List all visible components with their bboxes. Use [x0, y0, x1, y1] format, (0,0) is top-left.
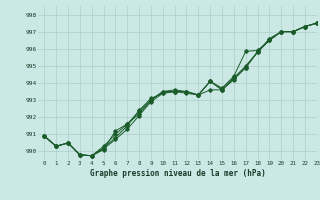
X-axis label: Graphe pression niveau de la mer (hPa): Graphe pression niveau de la mer (hPa): [90, 169, 266, 178]
